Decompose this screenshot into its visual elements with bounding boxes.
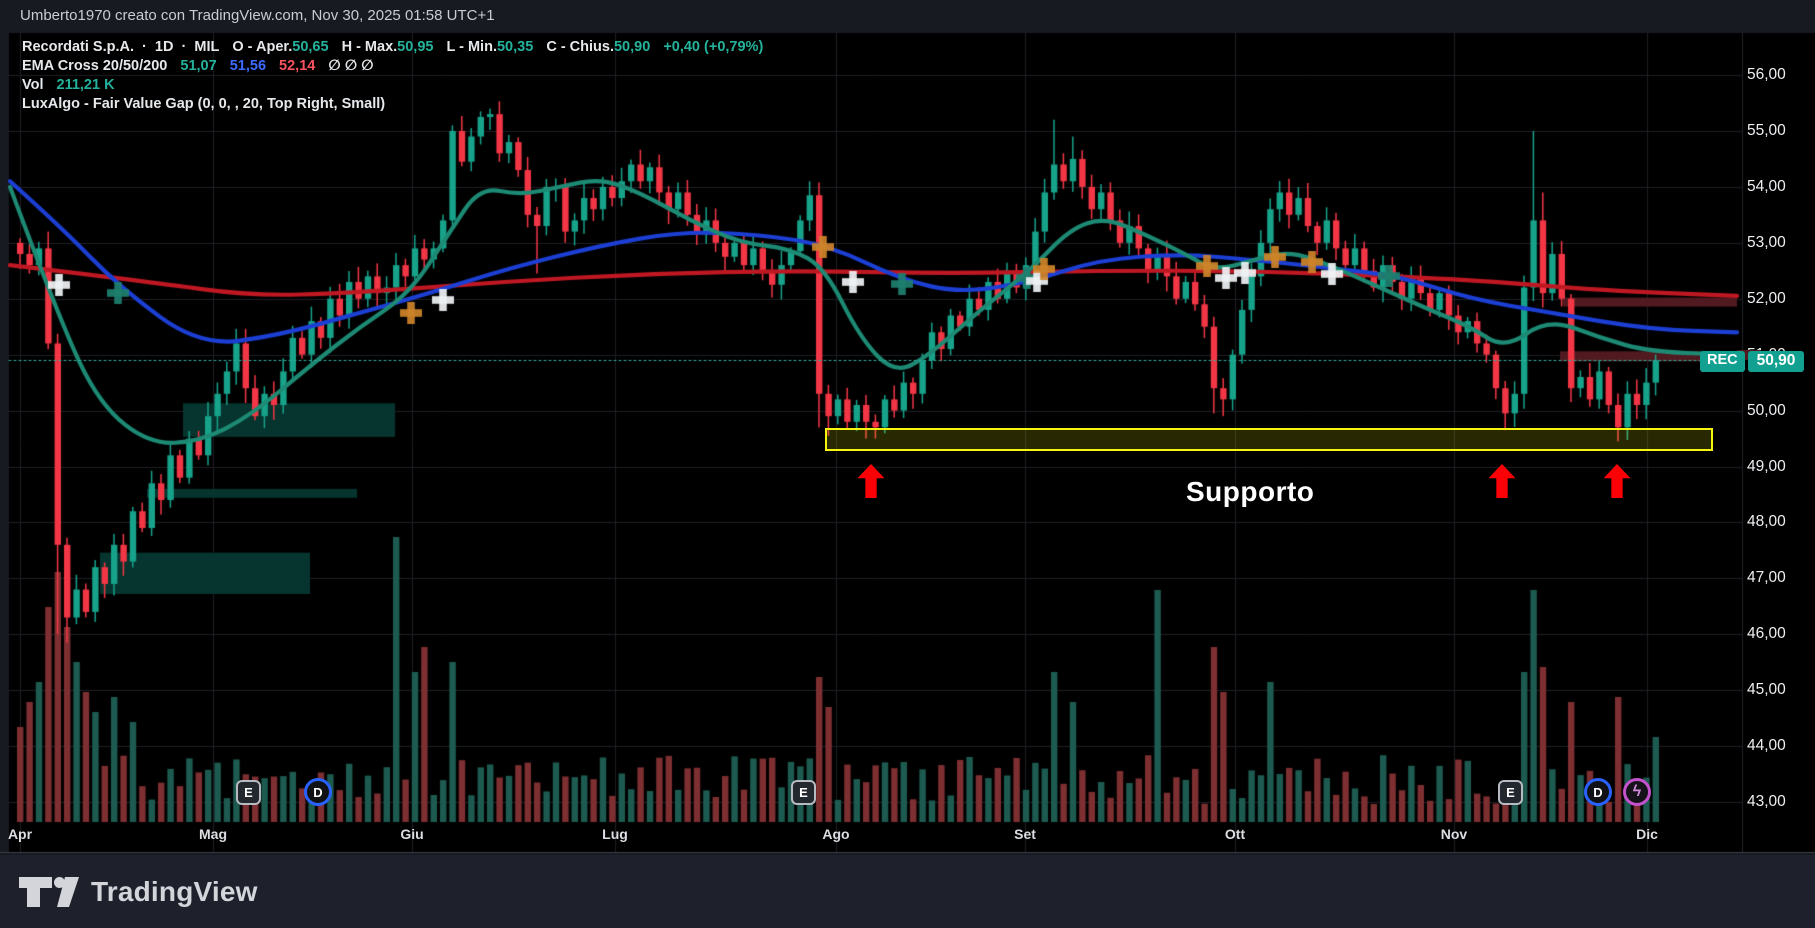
time-axis-label-set: Set	[1014, 826, 1036, 842]
change-value: +0,40 (+0,79%)	[663, 39, 764, 55]
price-axis-label: 56,00	[1747, 66, 1786, 83]
current-price-tag: REC 50,90	[1700, 351, 1805, 372]
price-axis-label: 54,00	[1747, 177, 1786, 195]
price-axis-label: 50,00	[1747, 401, 1786, 419]
time-axis-label-ago: Ago	[822, 826, 850, 842]
price-axis-label: 43,00	[1747, 793, 1786, 811]
ema200-value: 52,14	[279, 58, 316, 74]
time-axis-label-ott: Ott	[1224, 826, 1246, 842]
dividend-badge[interactable]: D	[304, 778, 332, 806]
price-axis-label: 46,00	[1747, 625, 1786, 643]
price-tag-symbol: REC	[1700, 351, 1745, 372]
price-axis-label: 52,00	[1747, 289, 1786, 307]
symbol-name[interactable]: Recordati S.p.A.	[22, 39, 134, 55]
time-axis-label-lug: Lug	[602, 826, 628, 842]
close-value: 50,90	[613, 39, 651, 55]
separator: ·	[142, 39, 147, 55]
open-value: 50,65	[292, 39, 329, 55]
support-zone-rectangle[interactable]	[825, 428, 1713, 451]
footer-bar: TradingView	[0, 855, 1815, 928]
price-axis-label: 49,00	[1747, 457, 1786, 475]
earnings-badge[interactable]: E	[791, 780, 816, 805]
low-label: L - Min.	[446, 39, 497, 55]
exchange-label: MIL	[194, 39, 220, 55]
luxalgo-label[interactable]: LuxAlgo - Fair Value Gap (0, 0, , 20, To…	[22, 96, 386, 112]
tradingview-logo-text: TradingView	[91, 875, 258, 907]
price-axis-label: 48,00	[1747, 513, 1786, 531]
legend-symbol-row[interactable]: Recordati S.p.A. · 1D · MIL O - Aper.50,…	[22, 38, 763, 57]
open-label: O - Aper.	[232, 39, 293, 55]
volume-value: 211,21 K	[56, 77, 115, 93]
close-label: C - Chius.	[546, 39, 614, 55]
time-axis-label-mag: Mag	[199, 826, 227, 842]
low-value: 50,35	[496, 39, 534, 55]
time-axis-label-nov: Nov	[1440, 826, 1468, 842]
high-label: H - Max.	[341, 39, 398, 55]
time-axis-label-dic: Dic	[1636, 826, 1658, 842]
high-value: 50,95	[397, 39, 434, 55]
price-axis-label: 45,00	[1747, 681, 1786, 699]
support-annotation-text[interactable]: Supporto	[1186, 476, 1315, 507]
volume-label[interactable]: Vol	[22, 77, 44, 93]
legend-volume-row[interactable]: Vol 211,21 K	[22, 76, 763, 95]
price-tag-value: 50,90	[1747, 351, 1805, 372]
price-axis-label: 53,00	[1747, 233, 1786, 251]
legend-ema-row[interactable]: EMA Cross 20/50/200 51,07 51,56 52,14 ∅ …	[22, 57, 763, 76]
interval-label[interactable]: 1D	[154, 39, 174, 55]
price-axis-label: 44,00	[1747, 737, 1786, 755]
ema-cross-label[interactable]: EMA Cross 20/50/200	[22, 58, 168, 74]
time-axis-label-giu: Giu	[400, 826, 424, 842]
tradingview-logo-icon	[19, 876, 79, 907]
earnings-badge[interactable]: E	[236, 780, 261, 805]
price-axis-label: 55,00	[1747, 121, 1786, 139]
ema20-value: 51,07	[180, 58, 217, 74]
chart-legend: Recordati S.p.A. · 1D · MIL O - Aper.50,…	[22, 38, 763, 114]
earnings-badge[interactable]: E	[1498, 780, 1523, 805]
tradingview-logo[interactable]: TradingView	[18, 876, 258, 908]
legend-luxalgo-row[interactable]: LuxAlgo - Fair Value Gap (0, 0, , 20, To…	[22, 95, 763, 114]
attribution-text: Umberto1970 creato con TradingView.com, …	[20, 7, 495, 24]
attribution-bar: Umberto1970 creato con TradingView.com, …	[0, 0, 1815, 33]
time-axis-label-apr: Apr	[7, 826, 33, 842]
ema-empty-markers: ∅ ∅ ∅	[328, 58, 374, 74]
flash-badge[interactable]: ϟ	[1623, 778, 1651, 806]
dividend-badge[interactable]: D	[1584, 778, 1612, 806]
price-axis-label: 47,00	[1747, 569, 1786, 587]
ema50-value: 51,56	[229, 58, 267, 74]
separator: ·	[181, 39, 187, 55]
